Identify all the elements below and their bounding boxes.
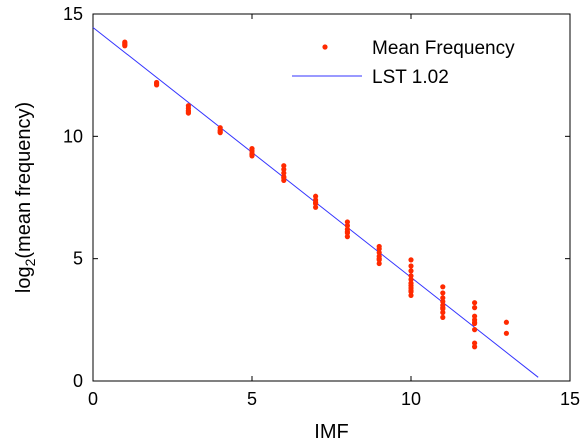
legend-marker-mean-frequency (322, 44, 328, 50)
axes-frame (92, 13, 571, 382)
y-tick-label: 0 (73, 371, 83, 391)
x-tick-label: 15 (560, 389, 580, 409)
x-tick-label: 0 (88, 389, 98, 409)
data-point (472, 305, 478, 311)
legend: Mean Frequency LST 1.02 (292, 38, 515, 88)
x-tick-label: 5 (247, 389, 257, 409)
data-point (408, 268, 414, 274)
data-point (249, 145, 255, 152)
x-axis-label: IMF (314, 421, 348, 443)
data-point (249, 152, 255, 158)
data-point (344, 223, 350, 229)
data-point (408, 257, 414, 263)
y-tick-label: 5 (73, 249, 83, 269)
y-tick-label: 15 (63, 4, 83, 24)
data-point (408, 273, 414, 279)
data-point (472, 300, 478, 306)
ticks-layer: 0 5 10 15 0 5 10 15 (63, 4, 580, 409)
data-point (313, 193, 319, 199)
legend-label-mean-frequency: Mean Frequency (372, 38, 515, 59)
data-point (472, 319, 478, 325)
y-axis-label: log2(mean frequency) (13, 102, 38, 293)
data-point (376, 243, 382, 250)
data-point (313, 199, 319, 205)
data-point (408, 276, 414, 283)
data-point (344, 234, 350, 240)
data-point (440, 309, 446, 316)
data-point (185, 103, 191, 109)
data-point (408, 280, 414, 286)
y-tick-label: 10 (63, 126, 83, 146)
data-point (503, 330, 509, 336)
y-axis-label-main: log (13, 266, 35, 293)
data-point (281, 163, 287, 169)
y-axis-label-rest: (mean frequency) (13, 102, 35, 259)
data-point (281, 170, 287, 176)
data-point (408, 263, 414, 269)
data-point (440, 295, 446, 301)
legend-label-lst: LST 1.02 (372, 67, 449, 88)
data-point (440, 290, 446, 296)
data-point (408, 287, 414, 294)
data-point (440, 305, 446, 311)
data-point (503, 319, 509, 325)
data-point (440, 298, 446, 305)
data-point (472, 327, 478, 333)
data-point (217, 128, 223, 135)
data-point (440, 314, 446, 320)
data-point (472, 340, 478, 346)
data-point (440, 284, 446, 290)
data-point (281, 166, 287, 172)
data-point (376, 260, 382, 267)
points-layer (122, 39, 509, 350)
data-point (122, 41, 128, 48)
data-point (154, 81, 160, 87)
data-point (472, 344, 478, 350)
data-point (408, 292, 414, 298)
y-axis-label-subscript: 2 (22, 258, 38, 266)
data-point (185, 109, 191, 115)
data-point (376, 256, 382, 262)
plot-area: 0 5 10 15 0 5 10 15 (63, 4, 580, 409)
x-tick-label: 10 (401, 389, 421, 409)
data-point (344, 219, 350, 225)
data-point (281, 175, 287, 181)
data-point (217, 125, 223, 131)
data-point (472, 313, 478, 319)
data-point (376, 249, 382, 256)
data-point (344, 229, 350, 235)
data-point (313, 204, 319, 210)
